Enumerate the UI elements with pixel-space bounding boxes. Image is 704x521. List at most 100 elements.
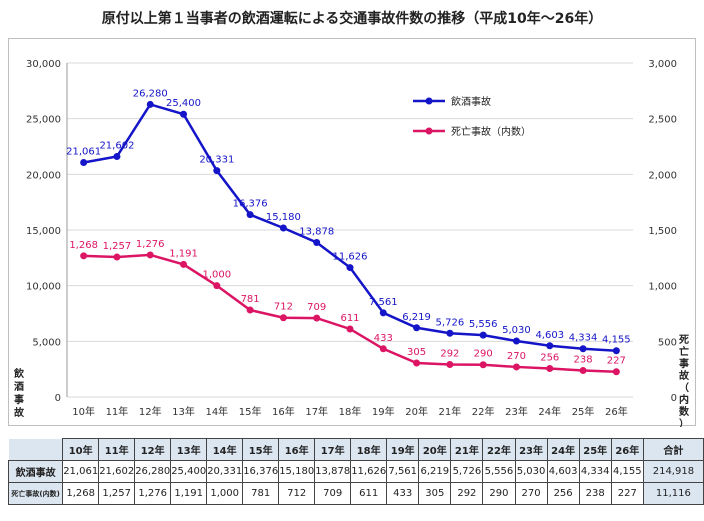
data-label-drunk: 4,155	[602, 335, 631, 346]
table-header-cell: 14年	[206, 438, 244, 461]
data-label-fatal: 256	[540, 352, 559, 363]
x-tick-label: 12年	[139, 405, 162, 418]
table-header-row: 10年 11年 12年 13年 14年 15年 16年 17年 18年 19年 20年 21年 22年 2…	[7, 438, 704, 461]
data-label-fatal: 270	[507, 351, 526, 362]
table-cell: 4,155	[610, 460, 644, 483]
right-axis-title-char: 故	[679, 369, 690, 382]
point-fatal	[579, 367, 587, 375]
point-drunk	[313, 238, 321, 246]
table-cell: 21,602	[98, 460, 136, 483]
data-label-drunk: 13,878	[299, 226, 334, 237]
legend: 飲酒事故 死亡事故（内数）	[413, 95, 531, 138]
table-header-cell: 12年	[134, 438, 172, 461]
table-cell: 709	[314, 482, 352, 505]
table-cell: 781	[242, 482, 280, 505]
data-label-drunk: 5,556	[469, 319, 498, 330]
right-axis-title-char: 内	[679, 393, 689, 406]
table-header-cell: 20年	[418, 438, 452, 461]
left-tick-label: 0	[55, 393, 61, 404]
data-label-fatal: 305	[407, 347, 426, 358]
chart-frame: 0 0 5,000 500 10,000 1,000 15,000 1,500 20,000 2,…	[8, 38, 696, 427]
table-cell: 15,180	[278, 460, 316, 483]
x-tick-label: 26年	[605, 405, 628, 418]
table-cell: 26,280	[134, 460, 172, 483]
table-cell: 25,400	[170, 460, 208, 483]
table-header-cell: 24年	[546, 438, 580, 461]
table-cell: 290	[482, 482, 516, 505]
data-label-fatal: 709	[307, 302, 326, 313]
point-drunk	[546, 342, 554, 350]
left-tick-label: 25,000	[26, 115, 61, 126]
point-drunk	[346, 264, 354, 272]
left-axis-title-char: 酒	[14, 380, 24, 393]
x-tick-label: 10年	[72, 405, 95, 418]
table-row: 飲酒事故 21,061 21,602 26,280 25,400 20,331 16,376…	[7, 460, 704, 483]
data-label-drunk: 25,400	[166, 98, 201, 109]
right-tick-label: 0	[671, 393, 677, 404]
right-tick-label: 2,000	[648, 170, 677, 181]
point-fatal	[413, 359, 421, 367]
point-drunk	[413, 324, 421, 332]
x-tick-label: 18年	[339, 405, 362, 418]
point-fatal	[180, 260, 188, 268]
point-fatal	[246, 306, 254, 314]
data-label-drunk: 21,061	[66, 147, 101, 158]
table-cell: 16,376	[242, 460, 280, 483]
x-tick-label: 25年	[572, 405, 595, 418]
right-tick-label: 3,000	[648, 59, 677, 70]
table-header-cell: 16年	[278, 438, 316, 461]
legend-fatal-label: 死亡事故（内数）	[451, 125, 531, 138]
line-chart: 0 0 5,000 500 10,000 1,000 15,000 1,500 20,000 2,…	[13, 59, 690, 427]
left-axis-title-char: 故	[14, 406, 25, 419]
data-label-fatal: 433	[374, 333, 393, 344]
right-axis-title-char: ）	[679, 417, 689, 427]
table-header-cell: 17年	[314, 438, 352, 461]
right-axis-title-char: （	[679, 381, 689, 394]
left-axis-title-char: 事	[14, 393, 24, 406]
point-fatal	[213, 282, 221, 290]
table-header-cell: 21年	[450, 438, 484, 461]
table-header-cell: 15年	[242, 438, 280, 461]
legend-drunk-label: 飲酒事故	[451, 95, 491, 108]
table-cell: 227	[610, 482, 644, 505]
x-tick-label: 14年	[205, 405, 228, 418]
table-cell: 238	[578, 482, 612, 505]
table-cell: 5,556	[482, 460, 516, 483]
left-axis-title-char: 飲	[13, 367, 25, 380]
table-cell: 256	[546, 482, 580, 505]
point-drunk	[80, 159, 88, 167]
table-cell: 7,561	[386, 460, 420, 483]
right-tick-label: 2,500	[648, 115, 677, 126]
point-drunk	[612, 347, 620, 355]
x-tick-label: 22年	[472, 405, 495, 418]
table-cell: 611	[350, 482, 388, 505]
data-label-fatal: 611	[340, 313, 359, 324]
table-header-cell: 10年	[62, 438, 100, 461]
legend-drunk-marker	[425, 97, 433, 105]
x-tick-label: 11年	[106, 405, 129, 418]
axis-ticks: 0 0 5,000 500 10,000 1,000 15,000 1,500 20,000 2,…	[26, 59, 677, 418]
table-cell: 270	[514, 482, 548, 505]
x-tick-label: 19年	[372, 405, 395, 418]
x-tick-label: 17年	[305, 405, 328, 418]
point-fatal	[479, 361, 487, 369]
data-label-drunk: 20,331	[199, 155, 234, 166]
point-drunk	[213, 167, 221, 175]
right-axis-title-char: 数	[679, 405, 690, 418]
legend-fatal-marker	[425, 127, 433, 135]
data-label-fatal: 1,268	[69, 240, 98, 251]
point-drunk	[279, 224, 287, 232]
table-header-cell: 18年	[350, 438, 388, 461]
point-fatal	[379, 345, 387, 353]
data-label-drunk: 16,376	[233, 199, 268, 210]
table-header-cell: 26年	[610, 438, 644, 461]
point-drunk	[246, 211, 254, 219]
table-row-header: 死亡事故(内数)	[7, 482, 64, 505]
table-cell: 1,191	[170, 482, 208, 505]
table-cell: 21,061	[62, 460, 100, 483]
table-cell: 1,268	[62, 482, 100, 505]
page-title: 原付以上第１当事者の飲酒運転による交通事故件数の推移（平成10年～26年）	[101, 11, 603, 27]
table-row-header: 飲酒事故	[7, 460, 64, 483]
data-label-drunk: 4,603	[535, 330, 564, 341]
